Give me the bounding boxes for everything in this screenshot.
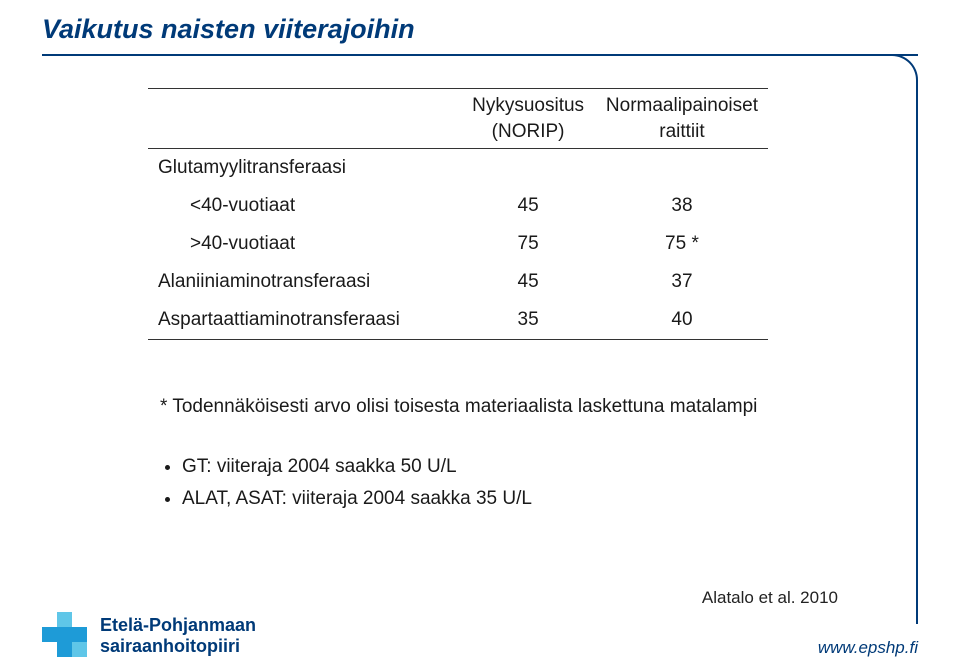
row-value-2: 38 [596,187,768,225]
row-value-2: 40 [596,301,768,340]
row-value-1 [460,149,596,188]
data-table: Nykysuositus (NORIP) Normaalipainoiset r… [148,88,768,340]
table-row: Glutamyylitransferaasi [148,149,768,188]
row-value-1: 75 [460,225,596,263]
col3-header-line2: raittiit [659,121,704,142]
col2-header-line1: Nykysuositus [472,95,584,116]
logo-icon [42,612,90,660]
row-value-1: 45 [460,263,596,301]
logo-text: Etelä-Pohjanmaansairaanhoitopiiri [100,615,256,656]
table-body: Glutamyylitransferaasi<40-vuotiaat4538>4… [148,149,768,340]
row-label: >40-vuotiaat [148,225,460,263]
row-label: <40-vuotiaat [148,187,460,225]
row-value-2 [596,149,768,188]
footer-logo: Etelä-Pohjanmaansairaanhoitopiiri [42,612,256,660]
row-label: Aspartaattiaminotransferaasi [148,301,460,340]
table-row: <40-vuotiaat4538 [148,187,768,225]
row-value-2: 75 * [596,225,768,263]
list-item: ALAT, ASAT: viiteraja 2004 saakka 35 U/L [182,488,532,510]
footnote: * Todennäköisesti arvo olisi toisesta ma… [160,396,757,418]
table-row: Alaniiniaminotransferaasi4537 [148,263,768,301]
col3-header-line1: Normaalipainoiset [606,95,758,116]
row-label: Glutamyylitransferaasi [148,149,460,188]
title-underline [42,54,918,56]
row-value-1: 45 [460,187,596,225]
footer-url: www.epshp.fi [818,638,918,658]
row-value-2: 37 [596,263,768,301]
row-value-1: 35 [460,301,596,340]
list-item: GT: viiteraja 2004 saakka 50 U/L [182,456,532,478]
page-title: Vaikutus naisten viiterajoihin [42,14,415,45]
citation: Alatalo et al. 2010 [702,588,838,608]
table-row: >40-vuotiaat7575 * [148,225,768,263]
corner-frame [866,54,918,624]
row-label: Alaniiniaminotransferaasi [148,263,460,301]
table-row: Aspartaattiaminotransferaasi3540 [148,301,768,340]
bullet-list: GT: viiteraja 2004 saakka 50 U/L ALAT, AS… [160,456,532,520]
col2-header-line2: (NORIP) [492,121,565,142]
